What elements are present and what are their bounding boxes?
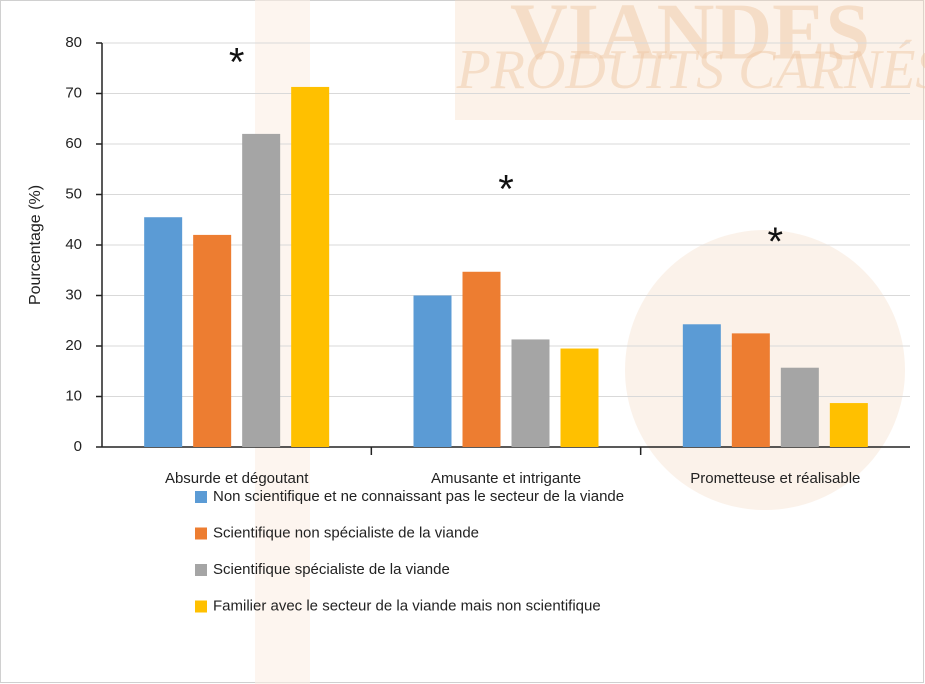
bar: [829, 403, 868, 447]
annotation: *: [768, 220, 784, 264]
legend-label: Non scientifique et ne connaissant pas l…: [213, 488, 624, 505]
bar: [462, 271, 501, 447]
x-tick-label: Prometteuse et réalisable: [690, 470, 860, 487]
y-tick-label: 30: [65, 286, 82, 303]
legend-swatch: [195, 527, 207, 540]
watermark: VIANDES: [510, 0, 870, 76]
watermark: PRODUITS CARNÉS: [456, 39, 925, 101]
bar: [242, 133, 281, 447]
legend-label: Scientifique spécialiste de la viande: [213, 561, 450, 578]
bar: [560, 348, 599, 447]
legend-label: Familier avec le secteur de la viande ma…: [213, 597, 601, 614]
annotation: *: [498, 167, 514, 211]
bar: [193, 234, 232, 447]
legend-label: Scientifique non spécialiste de la viand…: [213, 524, 479, 541]
legend-swatch: [195, 564, 207, 576]
x-tick-label: Amusante et intrigante: [431, 470, 581, 487]
watermark-box: [455, 0, 925, 120]
bar: [144, 217, 183, 447]
bar: [780, 367, 819, 447]
y-tick-label: 0: [74, 438, 82, 455]
bar: [413, 295, 452, 447]
y-axis-label: Pourcentage (%): [27, 185, 44, 305]
x-tick-label: Absurde et dégoutant: [165, 470, 309, 487]
legend-swatch: [195, 491, 207, 503]
annotation: *: [229, 41, 245, 85]
y-tick-label: 10: [65, 387, 82, 404]
legend-swatch: [195, 600, 207, 613]
bar: [731, 333, 770, 447]
bar: [511, 339, 550, 447]
y-tick-label: 80: [65, 34, 82, 51]
y-tick-label: 70: [65, 84, 82, 101]
y-tick-label: 60: [65, 135, 82, 152]
y-tick-label: 50: [65, 185, 82, 202]
bar: [682, 324, 721, 447]
y-tick-label: 20: [65, 337, 82, 354]
bar: [291, 86, 330, 447]
y-tick-label: 40: [65, 236, 82, 253]
